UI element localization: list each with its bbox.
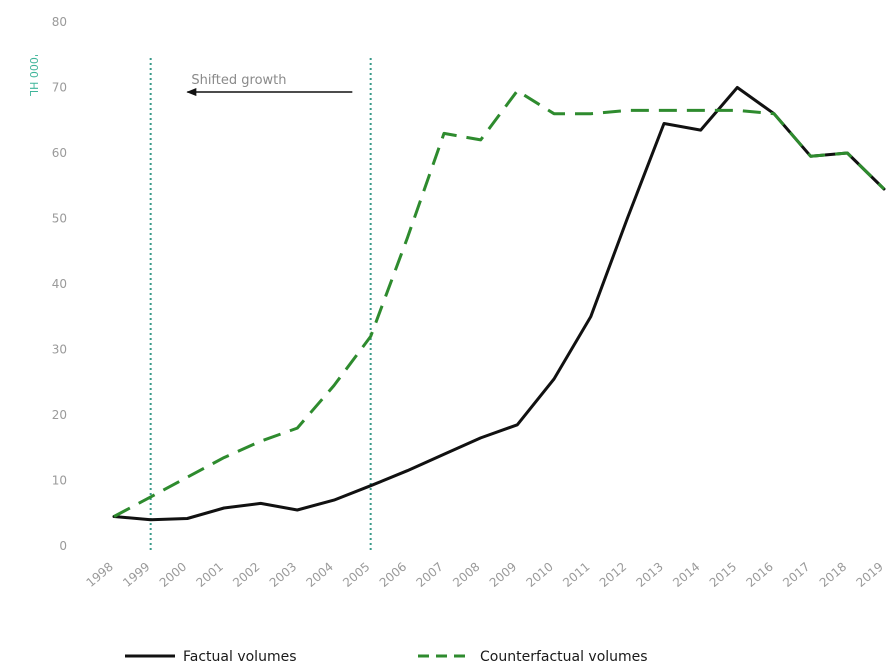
- y-tick-label: 0: [59, 539, 67, 553]
- x-ticks: 1998 1999 2000 2001 2002 2003 2004 2005 2006 2007…: [84, 560, 886, 590]
- y-tick-label: 30: [52, 343, 67, 357]
- x-tick-label: 1999: [120, 560, 152, 590]
- y-tick-label: 40: [52, 277, 67, 291]
- x-tick-label: 2009: [487, 560, 519, 590]
- y-axis-title-group: '000 HL: [27, 54, 40, 97]
- y-tick-label: 70: [52, 81, 67, 95]
- y-tick-label: 10: [52, 474, 67, 488]
- x-tick-label: 2005: [340, 560, 372, 590]
- y-tick-label: 20: [52, 408, 67, 422]
- x-tick-label: 2015: [707, 560, 739, 590]
- x-tick-label: 2003: [267, 560, 299, 590]
- x-tick-label: 2018: [817, 560, 849, 590]
- x-tick-label: 2001: [194, 560, 226, 590]
- vertical-reference-lines: [149, 58, 372, 552]
- legend-label-factual: Factual volumes: [183, 649, 296, 665]
- x-tick-label: 2004: [304, 560, 336, 590]
- x-tick-label: 1998: [84, 560, 116, 590]
- y-tick-label: 60: [52, 146, 67, 160]
- x-tick-label: 2014: [670, 560, 702, 590]
- y-ticks: 0 10 20 30 40 50 60 70 80: [52, 15, 67, 553]
- x-tick-label: 2012: [597, 560, 629, 590]
- series-lines: [112, 86, 886, 522]
- x-tick-label: 2000: [157, 560, 189, 590]
- series-line-counterfactual: [113, 89, 886, 518]
- x-tick-label: 2013: [634, 560, 666, 590]
- x-tick-label: 2019: [854, 560, 886, 590]
- x-tick-label: 2010: [524, 560, 556, 590]
- x-tick-label: 2016: [744, 560, 776, 590]
- shifted-growth-label: Shifted growth: [191, 73, 286, 88]
- y-tick-label: 80: [52, 15, 67, 29]
- x-tick-label: 2008: [450, 560, 482, 590]
- annotation: Shifted growth: [186, 73, 353, 97]
- legend: Factual volumes Counterfactual volumes: [125, 649, 648, 665]
- x-tick-label: 2017: [780, 560, 812, 590]
- y-tick-label: 50: [52, 212, 67, 226]
- series-line-factual: [112, 86, 886, 522]
- y-axis-title: '000 HL: [27, 54, 40, 97]
- legend-label-counterfactual: Counterfactual volumes: [480, 649, 648, 665]
- x-tick-label: 2011: [560, 560, 592, 590]
- x-tick-label: 2006: [377, 560, 409, 590]
- x-tick-label: 2007: [414, 560, 446, 590]
- x-tick-label: 2002: [230, 560, 262, 590]
